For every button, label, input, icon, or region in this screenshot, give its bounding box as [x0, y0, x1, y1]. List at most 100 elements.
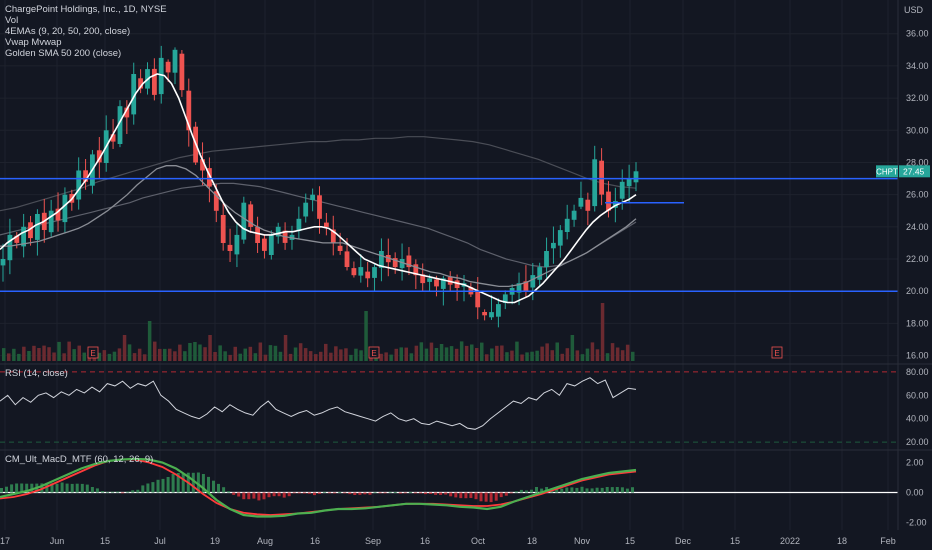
candle-body — [606, 191, 611, 211]
candle-body — [440, 278, 446, 289]
candle-body — [454, 280, 460, 288]
macd-histogram-bar — [323, 491, 326, 493]
candle-body — [14, 235, 20, 243]
rsi-label: RSI (14, close) — [5, 368, 68, 379]
volume-bar — [610, 343, 615, 361]
x-tick-label: Jun — [50, 536, 65, 546]
volume-bar — [22, 346, 26, 361]
macd-histogram-bar — [161, 478, 165, 493]
volume-bar — [520, 354, 524, 361]
macd-histogram-bar — [434, 492, 438, 495]
volume-bar — [575, 350, 580, 361]
macd-histogram-bar — [272, 492, 276, 497]
volume-bar — [52, 352, 56, 361]
volume-bar — [394, 348, 398, 361]
volume-bar — [142, 354, 147, 361]
macd-histogram-bar — [403, 492, 407, 494]
volume-bar — [565, 348, 570, 361]
macd-histogram-bar — [176, 473, 180, 493]
volume-bar — [132, 353, 137, 361]
volume-bar — [515, 341, 519, 361]
chart-title: ChargePoint Holdings, Inc., 1D, NYSE — [5, 4, 167, 15]
x-tick-label: Oct — [471, 536, 486, 546]
volume-bar — [414, 345, 419, 361]
candle-body — [592, 159, 598, 207]
macd-histogram-bar — [484, 492, 488, 502]
volume-bar — [293, 347, 298, 361]
candle-body — [571, 210, 577, 220]
volume-bar — [620, 350, 625, 361]
candle-body — [110, 134, 116, 142]
macd-histogram-bar — [373, 492, 377, 494]
rsi-line — [0, 377, 637, 430]
y-tick-label: 28.00 — [906, 157, 929, 167]
candle-body — [310, 194, 315, 200]
volume-bar — [344, 348, 348, 361]
candle-body — [324, 222, 329, 227]
candle-body — [406, 255, 412, 268]
macd-histogram-bar — [560, 488, 564, 493]
candle-body — [557, 230, 563, 246]
volume-bar — [153, 341, 157, 361]
macd-histogram-bar — [620, 487, 624, 493]
macd-histogram-bar — [307, 492, 311, 494]
volume-bar — [233, 346, 237, 361]
macd-histogram-bar — [631, 487, 634, 493]
candle-body — [124, 107, 130, 118]
macd-histogram-bar — [605, 487, 609, 493]
volume-bar — [495, 345, 499, 361]
volume-bar — [570, 335, 575, 361]
candle-body — [427, 278, 432, 282]
x-tick-label: 17 — [0, 536, 10, 546]
macd-histogram-bar — [419, 492, 422, 494]
currency-label: USD — [903, 5, 923, 15]
volume-bar — [42, 345, 46, 361]
volume-bar — [505, 352, 509, 361]
macd-histogram-bar — [222, 487, 226, 493]
macd-histogram-bar — [489, 492, 493, 503]
candle-body — [365, 271, 371, 279]
candle-body — [62, 194, 68, 223]
macd-histogram-bar — [338, 492, 342, 493]
candle-body — [76, 170, 82, 200]
volume-bar — [137, 348, 142, 361]
x-tick-label: 19 — [210, 536, 220, 546]
macd-histogram-bar — [383, 492, 387, 494]
candle-body — [551, 242, 556, 249]
volume-bar — [379, 353, 383, 361]
volume-bar — [72, 349, 76, 361]
volume-bar — [112, 351, 117, 361]
macd-histogram-bar — [459, 492, 463, 499]
macd-histogram-bar — [151, 482, 155, 493]
y-tick-label: 34.00 — [906, 61, 929, 71]
macd-tick-label: 0.00 — [906, 488, 924, 498]
candle-body — [303, 202, 309, 217]
candle-body — [585, 199, 591, 211]
x-tick-label: 15 — [730, 536, 740, 546]
candle-body — [220, 215, 226, 243]
x-tick-label: Dec — [675, 536, 692, 546]
macd-histogram-bar — [570, 487, 574, 493]
volume-bar — [268, 345, 273, 361]
candle-body — [413, 264, 419, 276]
macd-histogram-bar — [90, 487, 94, 493]
volume-bar — [314, 354, 318, 361]
macd-histogram-bar — [30, 483, 34, 493]
macd-histogram-bar — [212, 480, 215, 493]
macd-histogram-bar — [116, 491, 120, 493]
volume-bar — [198, 344, 202, 361]
candle-body — [213, 191, 219, 211]
macd-histogram-bar — [0, 488, 3, 493]
macd-histogram-bar — [207, 476, 210, 493]
macd-pane[interactable] — [0, 457, 898, 518]
macd-histogram-bar — [494, 492, 498, 501]
macd-histogram-bar — [111, 491, 114, 493]
candle-body — [523, 281, 529, 292]
rsi-pane[interactable] — [0, 371, 898, 443]
volume-bar — [183, 351, 187, 361]
volume-bar — [595, 349, 600, 361]
candle-body — [578, 197, 584, 207]
volume-bar — [540, 346, 544, 361]
